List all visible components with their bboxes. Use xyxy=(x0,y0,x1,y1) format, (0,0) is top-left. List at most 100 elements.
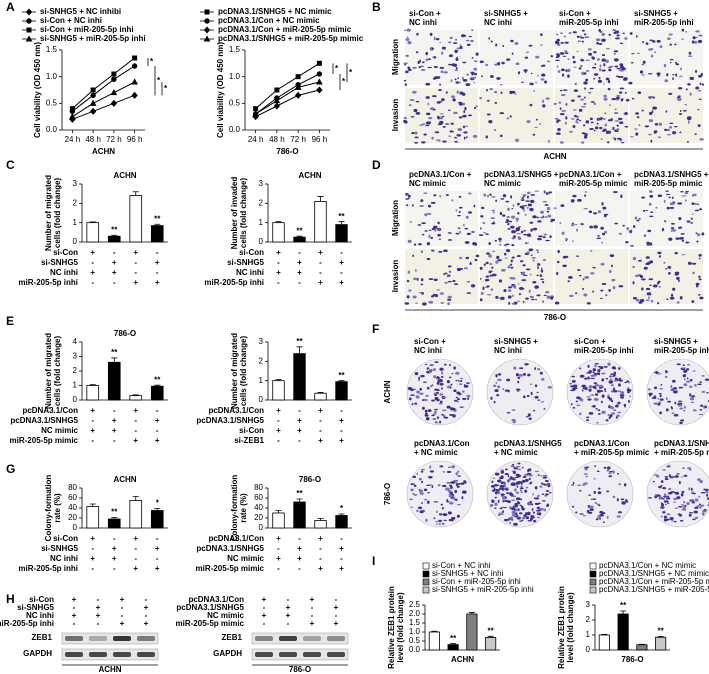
stained-cell xyxy=(526,242,530,244)
stained-cell xyxy=(526,191,531,195)
stained-cell xyxy=(509,277,514,280)
stained-cell xyxy=(600,226,604,230)
stained-cell xyxy=(603,466,607,469)
stained-cell xyxy=(556,53,560,58)
stained-cell xyxy=(575,255,580,257)
stained-cell xyxy=(509,521,512,524)
stained-cell xyxy=(521,479,525,482)
stained-cell xyxy=(607,79,611,84)
stained-cell xyxy=(614,108,617,111)
stained-cell xyxy=(507,228,511,230)
stained-cell xyxy=(523,209,525,212)
stained-cell xyxy=(593,225,598,229)
stained-cell xyxy=(420,199,424,203)
stained-cell xyxy=(457,470,460,473)
condition-sign: + xyxy=(297,554,302,563)
stained-cell xyxy=(479,227,482,230)
stained-cell xyxy=(560,204,565,207)
stained-cell xyxy=(432,108,436,111)
band xyxy=(113,636,131,641)
panel-label: H xyxy=(6,592,15,606)
stained-cell xyxy=(433,501,439,503)
stained-cell xyxy=(509,115,512,118)
stained-cell xyxy=(638,301,643,304)
stained-cell xyxy=(525,416,529,418)
legend-swatch xyxy=(422,562,430,570)
stained-cell xyxy=(475,52,479,56)
cell-line-label: 786-O xyxy=(289,665,311,674)
stained-cell xyxy=(463,267,468,270)
stained-cell xyxy=(520,506,524,509)
stained-cell xyxy=(657,302,660,305)
stained-cell xyxy=(689,76,694,79)
stained-cell xyxy=(606,469,610,472)
stained-cell xyxy=(613,390,618,393)
stained-cell xyxy=(571,484,574,487)
stained-cell xyxy=(697,495,701,498)
stained-cell xyxy=(689,468,692,471)
stained-cell xyxy=(537,74,539,77)
stained-cell xyxy=(489,263,493,265)
stained-cell xyxy=(686,220,691,223)
stained-cell xyxy=(589,508,594,511)
cell-line-label: ACHN xyxy=(543,152,566,161)
stained-cell xyxy=(649,39,654,42)
condition-label: si-Con xyxy=(239,426,264,435)
stained-cell xyxy=(647,229,650,233)
stained-cell xyxy=(537,474,541,477)
stained-cell xyxy=(439,400,443,404)
stained-cell xyxy=(593,129,596,132)
stained-cell xyxy=(620,391,625,395)
stained-cell xyxy=(525,200,531,202)
stained-cell xyxy=(494,507,497,509)
stained-cell xyxy=(691,491,694,494)
stained-cell xyxy=(486,285,490,288)
stained-cell xyxy=(506,249,511,253)
stained-cell xyxy=(448,518,453,522)
stained-cell xyxy=(456,134,462,137)
stained-cell xyxy=(529,207,534,212)
stained-cell xyxy=(612,28,617,32)
significance: * xyxy=(342,77,346,86)
stained-cell xyxy=(673,387,678,390)
condition-sign: + xyxy=(339,278,344,287)
stained-cell xyxy=(540,210,544,214)
stained-cell xyxy=(607,141,610,144)
stained-cell xyxy=(660,383,663,386)
stained-cell xyxy=(445,194,449,196)
stained-cell xyxy=(607,87,611,91)
condition-sign: - xyxy=(335,611,338,620)
stained-cell xyxy=(506,58,511,61)
stained-cell xyxy=(510,266,514,269)
stained-cell xyxy=(460,482,465,485)
stained-cell xyxy=(592,267,596,269)
stained-cell xyxy=(580,65,583,67)
stained-cell xyxy=(428,229,432,231)
stained-cell xyxy=(607,414,610,417)
stained-cell xyxy=(666,73,669,77)
stained-cell xyxy=(657,194,663,198)
stained-cell xyxy=(546,210,550,213)
stained-cell xyxy=(670,406,673,409)
condition-label: NC mimic xyxy=(207,611,244,620)
stained-cell xyxy=(597,515,602,519)
stained-cell xyxy=(546,295,551,299)
stained-cell xyxy=(438,519,443,522)
stained-cell xyxy=(516,254,521,258)
stained-cell xyxy=(442,140,447,143)
stained-cell xyxy=(529,383,533,385)
stained-cell xyxy=(594,393,599,396)
stained-cell xyxy=(648,111,653,115)
stained-cell xyxy=(527,203,532,207)
stained-cell xyxy=(599,366,604,370)
stained-cell xyxy=(557,43,561,46)
stained-cell xyxy=(518,367,524,370)
stained-cell xyxy=(660,484,663,487)
stained-cell xyxy=(539,485,543,488)
stained-cell xyxy=(479,278,482,280)
band-label: ZEB1 xyxy=(32,633,53,642)
stained-cell xyxy=(441,98,445,101)
stained-cell xyxy=(424,409,428,413)
stained-cell xyxy=(471,29,474,32)
stained-cell xyxy=(530,391,533,396)
